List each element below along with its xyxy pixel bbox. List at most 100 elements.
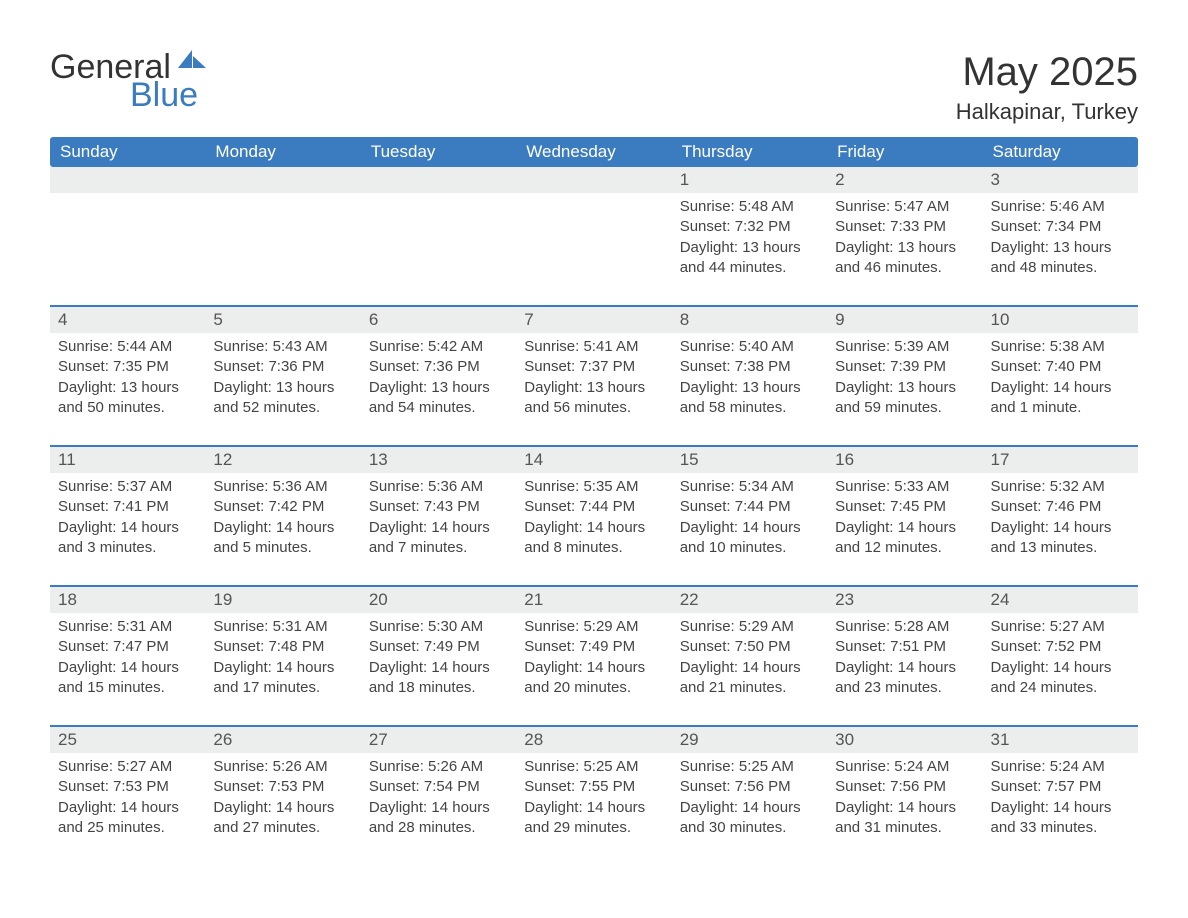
day-number: 1 — [672, 167, 827, 193]
day-details: Sunrise: 5:42 AMSunset: 7:36 PMDaylight:… — [361, 333, 516, 422]
logo-word2: Blue — [130, 76, 208, 115]
day-number: 24 — [983, 587, 1138, 613]
day-empty — [361, 167, 516, 305]
day-details: Sunrise: 5:40 AMSunset: 7:38 PMDaylight:… — [672, 333, 827, 422]
day-details: Sunrise: 5:28 AMSunset: 7:51 PMDaylight:… — [827, 613, 982, 702]
day-details: Sunrise: 5:24 AMSunset: 7:56 PMDaylight:… — [827, 753, 982, 842]
day-31: 31Sunrise: 5:24 AMSunset: 7:57 PMDayligh… — [983, 727, 1138, 865]
day-14: 14Sunrise: 5:35 AMSunset: 7:44 PMDayligh… — [516, 447, 671, 585]
dow-tuesday: Tuesday — [361, 137, 516, 167]
day-6: 6Sunrise: 5:42 AMSunset: 7:36 PMDaylight… — [361, 307, 516, 445]
day-empty — [516, 167, 671, 305]
day-details: Sunrise: 5:38 AMSunset: 7:40 PMDaylight:… — [983, 333, 1138, 422]
day-10: 10Sunrise: 5:38 AMSunset: 7:40 PMDayligh… — [983, 307, 1138, 445]
day-details: Sunrise: 5:27 AMSunset: 7:53 PMDaylight:… — [50, 753, 205, 842]
day-details: Sunrise: 5:30 AMSunset: 7:49 PMDaylight:… — [361, 613, 516, 702]
day-11: 11Sunrise: 5:37 AMSunset: 7:41 PMDayligh… — [50, 447, 205, 585]
day-details: Sunrise: 5:44 AMSunset: 7:35 PMDaylight:… — [50, 333, 205, 422]
day-details: Sunrise: 5:36 AMSunset: 7:42 PMDaylight:… — [205, 473, 360, 562]
day-details: Sunrise: 5:39 AMSunset: 7:39 PMDaylight:… — [827, 333, 982, 422]
day-30: 30Sunrise: 5:24 AMSunset: 7:56 PMDayligh… — [827, 727, 982, 865]
day-number — [516, 167, 671, 193]
day-number: 30 — [827, 727, 982, 753]
day-number: 20 — [361, 587, 516, 613]
month-title: May 2025 — [956, 50, 1138, 95]
day-number: 3 — [983, 167, 1138, 193]
day-details: Sunrise: 5:26 AMSunset: 7:53 PMDaylight:… — [205, 753, 360, 842]
day-number: 11 — [50, 447, 205, 473]
header: General Blue May 2025 Halkapinar, Turkey — [50, 50, 1138, 125]
day-7: 7Sunrise: 5:41 AMSunset: 7:37 PMDaylight… — [516, 307, 671, 445]
day-19: 19Sunrise: 5:31 AMSunset: 7:48 PMDayligh… — [205, 587, 360, 725]
day-28: 28Sunrise: 5:25 AMSunset: 7:55 PMDayligh… — [516, 727, 671, 865]
day-5: 5Sunrise: 5:43 AMSunset: 7:36 PMDaylight… — [205, 307, 360, 445]
day-number: 27 — [361, 727, 516, 753]
day-number: 7 — [516, 307, 671, 333]
week-row: 18Sunrise: 5:31 AMSunset: 7:47 PMDayligh… — [50, 585, 1138, 725]
day-number: 29 — [672, 727, 827, 753]
day-details: Sunrise: 5:25 AMSunset: 7:56 PMDaylight:… — [672, 753, 827, 842]
day-22: 22Sunrise: 5:29 AMSunset: 7:50 PMDayligh… — [672, 587, 827, 725]
day-details: Sunrise: 5:26 AMSunset: 7:54 PMDaylight:… — [361, 753, 516, 842]
day-26: 26Sunrise: 5:26 AMSunset: 7:53 PMDayligh… — [205, 727, 360, 865]
week-row: 11Sunrise: 5:37 AMSunset: 7:41 PMDayligh… — [50, 445, 1138, 585]
day-details: Sunrise: 5:32 AMSunset: 7:46 PMDaylight:… — [983, 473, 1138, 562]
day-29: 29Sunrise: 5:25 AMSunset: 7:56 PMDayligh… — [672, 727, 827, 865]
day-number — [205, 167, 360, 193]
day-27: 27Sunrise: 5:26 AMSunset: 7:54 PMDayligh… — [361, 727, 516, 865]
day-number: 18 — [50, 587, 205, 613]
day-details: Sunrise: 5:36 AMSunset: 7:43 PMDaylight:… — [361, 473, 516, 562]
day-13: 13Sunrise: 5:36 AMSunset: 7:43 PMDayligh… — [361, 447, 516, 585]
day-number: 19 — [205, 587, 360, 613]
day-24: 24Sunrise: 5:27 AMSunset: 7:52 PMDayligh… — [983, 587, 1138, 725]
day-details: Sunrise: 5:46 AMSunset: 7:34 PMDaylight:… — [983, 193, 1138, 282]
day-details: Sunrise: 5:37 AMSunset: 7:41 PMDaylight:… — [50, 473, 205, 562]
day-3: 3Sunrise: 5:46 AMSunset: 7:34 PMDaylight… — [983, 167, 1138, 305]
dow-wednesday: Wednesday — [516, 137, 671, 167]
day-number: 15 — [672, 447, 827, 473]
day-number: 23 — [827, 587, 982, 613]
day-number: 5 — [205, 307, 360, 333]
week-row: 1Sunrise: 5:48 AMSunset: 7:32 PMDaylight… — [50, 167, 1138, 305]
day-details: Sunrise: 5:35 AMSunset: 7:44 PMDaylight:… — [516, 473, 671, 562]
day-17: 17Sunrise: 5:32 AMSunset: 7:46 PMDayligh… — [983, 447, 1138, 585]
day-empty — [50, 167, 205, 305]
day-20: 20Sunrise: 5:30 AMSunset: 7:49 PMDayligh… — [361, 587, 516, 725]
week-row: 25Sunrise: 5:27 AMSunset: 7:53 PMDayligh… — [50, 725, 1138, 865]
week-row: 4Sunrise: 5:44 AMSunset: 7:35 PMDaylight… — [50, 305, 1138, 445]
day-details — [50, 193, 205, 293]
dow-thursday: Thursday — [672, 137, 827, 167]
day-number: 12 — [205, 447, 360, 473]
day-number: 13 — [361, 447, 516, 473]
day-number: 17 — [983, 447, 1138, 473]
day-number: 10 — [983, 307, 1138, 333]
calendar: SundayMondayTuesdayWednesdayThursdayFrid… — [50, 137, 1138, 865]
day-15: 15Sunrise: 5:34 AMSunset: 7:44 PMDayligh… — [672, 447, 827, 585]
day-8: 8Sunrise: 5:40 AMSunset: 7:38 PMDaylight… — [672, 307, 827, 445]
day-21: 21Sunrise: 5:29 AMSunset: 7:49 PMDayligh… — [516, 587, 671, 725]
day-details — [205, 193, 360, 293]
title-block: May 2025 Halkapinar, Turkey — [956, 50, 1138, 125]
day-number: 4 — [50, 307, 205, 333]
day-details: Sunrise: 5:43 AMSunset: 7:36 PMDaylight:… — [205, 333, 360, 422]
day-number: 25 — [50, 727, 205, 753]
dow-monday: Monday — [205, 137, 360, 167]
day-details: Sunrise: 5:31 AMSunset: 7:48 PMDaylight:… — [205, 613, 360, 702]
dow-friday: Friday — [827, 137, 982, 167]
day-number: 22 — [672, 587, 827, 613]
day-16: 16Sunrise: 5:33 AMSunset: 7:45 PMDayligh… — [827, 447, 982, 585]
day-1: 1Sunrise: 5:48 AMSunset: 7:32 PMDaylight… — [672, 167, 827, 305]
day-number: 21 — [516, 587, 671, 613]
day-number: 28 — [516, 727, 671, 753]
logo-flag-icon — [178, 50, 208, 77]
day-25: 25Sunrise: 5:27 AMSunset: 7:53 PMDayligh… — [50, 727, 205, 865]
day-details: Sunrise: 5:41 AMSunset: 7:37 PMDaylight:… — [516, 333, 671, 422]
day-number: 9 — [827, 307, 982, 333]
day-empty — [205, 167, 360, 305]
day-details: Sunrise: 5:33 AMSunset: 7:45 PMDaylight:… — [827, 473, 982, 562]
day-23: 23Sunrise: 5:28 AMSunset: 7:51 PMDayligh… — [827, 587, 982, 725]
day-number: 14 — [516, 447, 671, 473]
day-details — [516, 193, 671, 293]
day-details: Sunrise: 5:29 AMSunset: 7:50 PMDaylight:… — [672, 613, 827, 702]
dow-sunday: Sunday — [50, 137, 205, 167]
